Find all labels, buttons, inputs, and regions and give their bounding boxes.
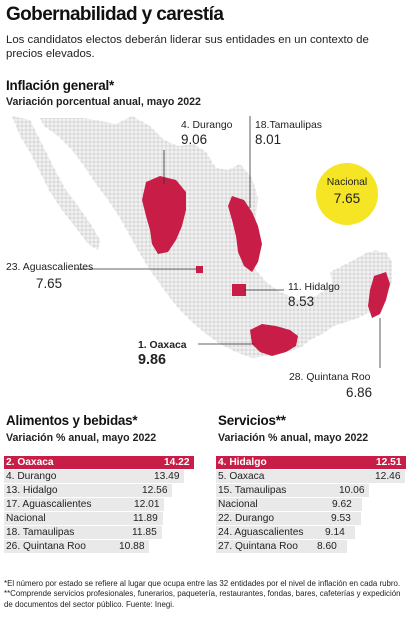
value-aguascalientes: 7.65 <box>36 276 63 291</box>
table-row: 27. Quintana Roo 8.60 <box>216 540 406 554</box>
row-bar <box>216 512 361 525</box>
footnote: *El número por estado se refiere al luga… <box>4 579 401 609</box>
label-hidalgo: 11. Hidalgo <box>288 282 340 293</box>
table-row: 4. Durango 13.49 <box>4 470 194 484</box>
food-title: Alimentos y bebidas* <box>6 413 138 428</box>
row-value: 9.62 <box>332 499 352 510</box>
row-value: 12.46 <box>375 471 401 482</box>
label-durango: 4. Durango <box>181 120 233 131</box>
label-tamaulipas: 18.Tamaulipas <box>255 120 323 131</box>
row-value: 12.01 <box>134 499 160 510</box>
row-bar <box>4 512 163 525</box>
row-label: 5. Oaxaca <box>218 471 265 482</box>
map-state-hidalgo <box>232 284 246 296</box>
table-row: 13. Hidalgo 12.56 <box>4 484 194 498</box>
table-row: 17. Aguascalientes 12.01 <box>4 498 194 512</box>
label-aguascalientes: 23. Aguascalientes <box>6 262 94 273</box>
row-value: 11.85 <box>132 527 157 538</box>
table-row: Nacional 9.62 <box>216 498 406 512</box>
page-title: Gobernabilidad y carestía <box>6 4 224 25</box>
table-row: Nacional 11.89 <box>4 512 194 526</box>
row-label: 18. Tamaulipas <box>6 527 75 538</box>
row-value: 12.51 <box>376 457 402 468</box>
row-value: 9.53 <box>331 513 351 524</box>
table-row: 18. Tamaulipas 11.85 <box>4 526 194 540</box>
row-label: 2. Oaxaca <box>6 457 54 468</box>
row-label: 13. Hidalgo <box>6 485 58 496</box>
row-label: 4. Durango <box>6 471 57 482</box>
row-bar <box>4 498 164 511</box>
map-state-oaxaca <box>250 324 298 356</box>
row-bar <box>4 526 162 539</box>
row-bar <box>216 484 369 497</box>
page-subtitle: Los candidatos electos deberán liderar s… <box>6 34 369 60</box>
row-label: 4. Hidalgo <box>218 457 267 468</box>
value-oaxaca: 9.86 <box>138 352 167 368</box>
row-bar <box>216 470 405 483</box>
row-label: 24. Aguascalientes <box>218 527 304 538</box>
map-state-tamaulipas <box>228 196 262 272</box>
row-label: Nacional <box>6 513 46 524</box>
row-bar <box>216 540 347 553</box>
map-mainland <box>40 116 392 358</box>
national-badge: Nacional 7.65 <box>316 163 378 225</box>
map-section-subtitle: Variación porcentual anual, mayo 2022 <box>6 96 201 108</box>
row-label: Nacional <box>218 499 258 510</box>
row-bar <box>216 498 362 511</box>
label-oaxaca: 1. Oaxaca <box>138 340 187 351</box>
table-row: 24. Aguascalientes 9.14 <box>216 526 406 540</box>
national-value: 7.65 <box>333 191 361 206</box>
row-value: 12.56 <box>142 485 168 496</box>
map-state-aguascalientes <box>196 266 203 273</box>
row-value: 10.06 <box>339 485 365 496</box>
mexico-map <box>12 116 392 368</box>
national-label: Nacional <box>326 177 368 188</box>
value-quintana-roo: 6.86 <box>346 385 373 400</box>
map-state-durango <box>142 176 186 254</box>
services-subtitle: Variación % anual, mayo 2022 <box>218 432 369 444</box>
row-bar <box>4 484 172 497</box>
label-quintana-roo: 28. Quintana Roo <box>289 372 371 383</box>
value-hidalgo: 8.53 <box>288 294 315 309</box>
map-baja-california <box>12 116 100 250</box>
map-section-title: Inflación general* <box>6 78 115 93</box>
value-durango: 9.06 <box>181 132 208 147</box>
row-bar <box>4 540 149 553</box>
table-row: 15. Tamaulipas 10.06 <box>216 484 406 498</box>
row-value: 10.88 <box>119 541 145 552</box>
row-bar <box>4 456 194 469</box>
table-row: 22. Durango 9.53 <box>216 512 406 526</box>
food-subtitle: Variación % anual, mayo 2022 <box>6 432 157 444</box>
table-row: 5. Oaxaca 12.46 <box>216 470 406 484</box>
row-value: 11.89 <box>133 513 158 524</box>
row-label: 17. Aguascalientes <box>6 499 92 510</box>
row-label: 15. Tamaulipas <box>218 485 287 496</box>
row-label: 26. Quintana Roo <box>6 541 86 552</box>
row-value: 8.60 <box>317 541 337 552</box>
food-table: 2. Oaxaca 14.22 4. Durango 13.49 13. Hidalgo… <box>4 456 194 554</box>
services-title: Servicios** <box>218 413 286 428</box>
row-bar <box>4 470 184 483</box>
row-bar <box>216 526 355 539</box>
row-bar <box>216 456 406 469</box>
row-value: 9.14 <box>325 527 345 538</box>
row-label: 22. Durango <box>218 513 275 524</box>
table-row: 26. Quintana Roo 10.88 <box>4 540 194 554</box>
table-row: 4. Hidalgo 12.51 <box>216 456 406 470</box>
map-state-quintana-roo <box>368 272 390 318</box>
services-table: 4. Hidalgo 12.51 5. Oaxaca 12.46 15. Tamauli… <box>216 456 406 554</box>
row-label: 27. Quintana Roo <box>218 541 298 552</box>
value-tamaulipas: 8.01 <box>255 132 282 147</box>
table-row: 2. Oaxaca 14.22 <box>4 456 194 470</box>
row-value: 13.49 <box>154 471 180 482</box>
row-value: 14.22 <box>164 457 190 468</box>
